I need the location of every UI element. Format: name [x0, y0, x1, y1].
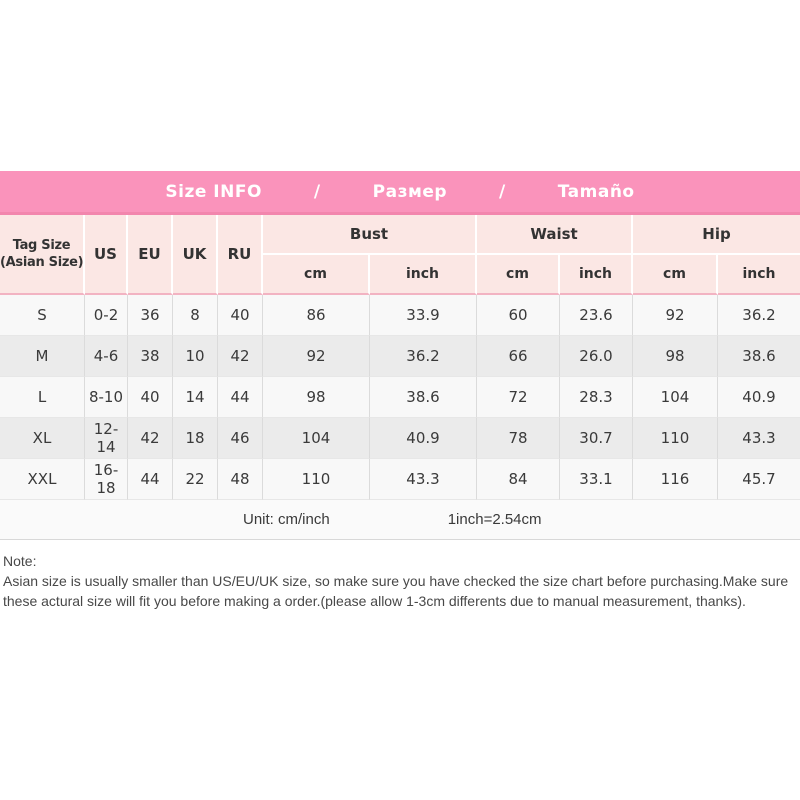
banner-segment-es: Tamaño	[557, 181, 635, 202]
cell-hip-inch: 38.6	[718, 336, 800, 377]
cell-bust-inch: 43.3	[370, 459, 477, 500]
header-ru: RU	[218, 215, 263, 295]
cell-bust-cm: 92	[263, 336, 370, 377]
cell-tag: S	[0, 295, 85, 336]
cell-hip-inch: 45.7	[718, 459, 800, 500]
header-bust-cm: cm	[263, 255, 370, 295]
header-waist-inch: inch	[560, 255, 633, 295]
header-hip: Hip	[633, 215, 800, 255]
cell-bust-inch: 38.6	[370, 377, 477, 418]
header-us: US	[85, 215, 128, 295]
cell-eu: 40	[128, 377, 173, 418]
cell-us: 8-10	[85, 377, 128, 418]
cell-tag: M	[0, 336, 85, 377]
header-tag-size-line2: (Asian Size)	[0, 255, 84, 270]
cell-ru: 48	[218, 459, 263, 500]
cell-eu: 44	[128, 459, 173, 500]
banner-separator: /	[499, 181, 506, 202]
table-row-l: L 8-10 40 14 44 98 38.6 72 28.3 104 40.9	[0, 377, 800, 418]
header-tag-size-line1: Tag Size	[12, 238, 71, 253]
cell-eu: 42	[128, 418, 173, 459]
cell-waist-inch: 33.1	[560, 459, 633, 500]
unit-label: Unit: cm/inch	[243, 511, 330, 528]
cell-bust-inch: 33.9	[370, 295, 477, 336]
cell-waist-inch: 30.7	[560, 418, 633, 459]
cell-waist-cm: 78	[477, 418, 560, 459]
header-waist-cm: cm	[477, 255, 560, 295]
cell-uk: 18	[173, 418, 218, 459]
cell-waist-inch: 28.3	[560, 377, 633, 418]
cell-hip-cm: 92	[633, 295, 718, 336]
cell-waist-cm: 66	[477, 336, 560, 377]
cell-hip-cm: 104	[633, 377, 718, 418]
cell-waist-inch: 23.6	[560, 295, 633, 336]
cell-waist-cm: 60	[477, 295, 560, 336]
cell-ru: 42	[218, 336, 263, 377]
cell-eu: 38	[128, 336, 173, 377]
cell-uk: 10	[173, 336, 218, 377]
header-row-units: cm inch cm inch cm inch	[0, 255, 800, 295]
header-waist: Waist	[477, 215, 633, 255]
size-info-banner: Size INFO / Размер / Tamaño	[0, 171, 800, 215]
size-table: Tag Size (Asian Size) US EU UK RU Bust W…	[0, 215, 800, 540]
cell-us: 4-6	[85, 336, 128, 377]
cell-ru: 40	[218, 295, 263, 336]
cell-uk: 22	[173, 459, 218, 500]
cell-hip-cm: 98	[633, 336, 718, 377]
header-bust: Bust	[263, 215, 477, 255]
cell-ru: 44	[218, 377, 263, 418]
cell-waist-cm: 84	[477, 459, 560, 500]
unit-footer-row: Unit: cm/inch 1inch=2.54cm	[0, 500, 800, 540]
table-row-m: M 4-6 38 10 42 92 36.2 66 26.0 98 38.6	[0, 336, 800, 377]
cell-tag: XXL	[0, 459, 85, 500]
header-tag-size: Tag Size (Asian Size)	[0, 215, 85, 295]
note-heading: Note:	[3, 553, 37, 569]
header-eu: EU	[128, 215, 173, 295]
cell-hip-cm: 110	[633, 418, 718, 459]
cell-ru: 46	[218, 418, 263, 459]
cell-waist-inch: 26.0	[560, 336, 633, 377]
cell-bust-inch: 36.2	[370, 336, 477, 377]
cell-hip-inch: 43.3	[718, 418, 800, 459]
table-row-s: S 0-2 36 8 40 86 33.9 60 23.6 92 36.2	[0, 295, 800, 336]
header-hip-cm: cm	[633, 255, 718, 295]
note-body: Asian size is usually smaller than US/EU…	[3, 573, 789, 609]
table-row-xl: XL 12-14 42 18 46 104 40.9 78 30.7 110 4…	[0, 418, 800, 459]
cell-hip-cm: 116	[633, 459, 718, 500]
cell-hip-inch: 40.9	[718, 377, 800, 418]
header-hip-inch: inch	[718, 255, 800, 295]
header-bust-inch: inch	[370, 255, 477, 295]
cell-hip-inch: 36.2	[718, 295, 800, 336]
note-section: Note: Asian size is usually smaller than…	[3, 551, 797, 611]
table-row-xxl: XXL 16-18 44 22 48 110 43.3 84 33.1 116 …	[0, 459, 800, 500]
cell-bust-cm: 98	[263, 377, 370, 418]
cell-bust-cm: 104	[263, 418, 370, 459]
cell-tag: L	[0, 377, 85, 418]
unit-conversion: 1inch=2.54cm	[447, 511, 542, 528]
cell-us: 0-2	[85, 295, 128, 336]
banner-segment-en: Size INFO	[165, 181, 262, 202]
header-row-groups: Tag Size (Asian Size) US EU UK RU Bust W…	[0, 215, 800, 295]
cell-bust-cm: 86	[263, 295, 370, 336]
cell-us: 16-18	[85, 459, 128, 500]
cell-eu: 36	[128, 295, 173, 336]
cell-us: 12-14	[85, 418, 128, 459]
banner-separator: /	[313, 181, 321, 202]
cell-waist-cm: 72	[477, 377, 560, 418]
header-uk: UK	[173, 215, 218, 295]
banner-segment-ru: Размер	[372, 181, 448, 202]
cell-bust-cm: 110	[263, 459, 370, 500]
cell-tag: XL	[0, 418, 85, 459]
cell-bust-inch: 40.9	[370, 418, 477, 459]
cell-uk: 8	[173, 295, 218, 336]
cell-uk: 14	[173, 377, 218, 418]
